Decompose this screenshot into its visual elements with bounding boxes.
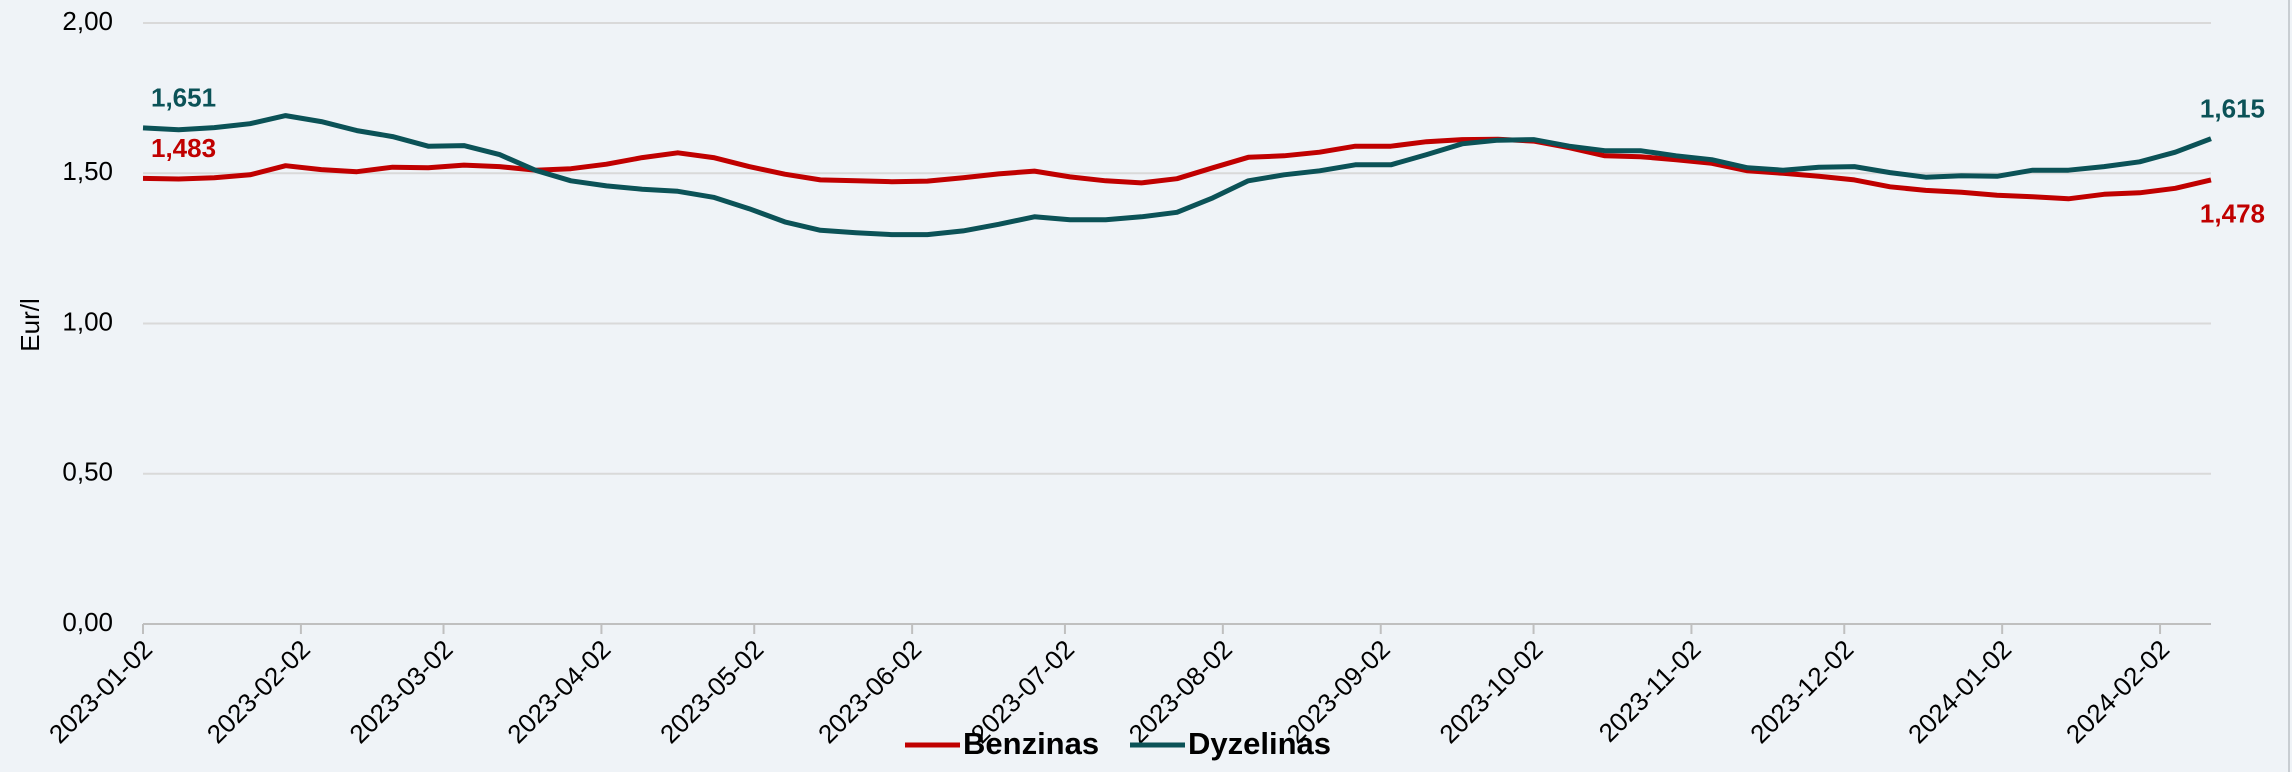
y-axis-label: Eur/l — [15, 298, 45, 351]
legend-label: Benzinas — [963, 726, 1099, 761]
y-tick-label: 1,00 — [62, 306, 113, 336]
y-tick-label: 2,00 — [62, 6, 113, 36]
legend-label: Dyzelinas — [1188, 726, 1331, 761]
y-tick-label: 0,00 — [62, 607, 113, 637]
y-tick-label: 1,50 — [62, 156, 113, 186]
y-tick-label: 0,50 — [62, 457, 113, 487]
series-line — [142, 113, 2212, 238]
data-label: 1,651 — [151, 83, 216, 113]
data-label: 1,478 — [2200, 199, 2265, 229]
data-label: 1,483 — [151, 133, 216, 163]
series-line — [142, 136, 2212, 202]
data-label: 1,615 — [2200, 94, 2265, 124]
